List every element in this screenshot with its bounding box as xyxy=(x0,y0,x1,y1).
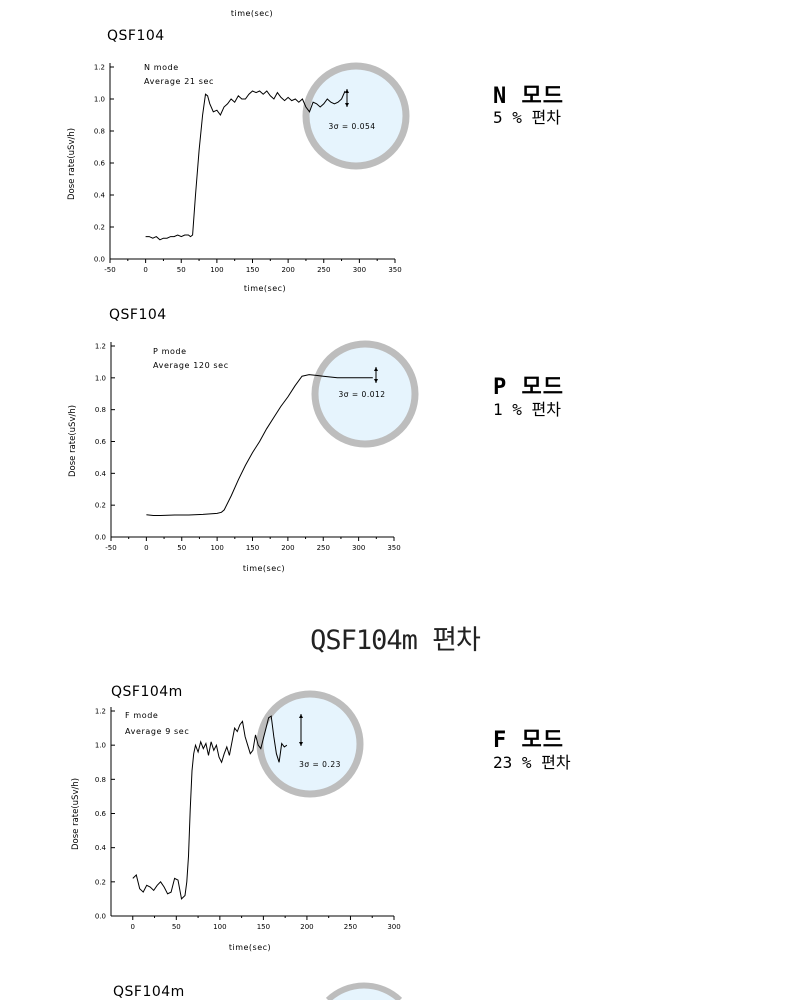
x-tick-label: 300 xyxy=(387,923,400,931)
x-tick-label: 50 xyxy=(177,544,186,552)
y-tick-label: 0.2 xyxy=(95,502,106,510)
y-tick-label: 1.0 xyxy=(95,742,106,750)
chart-title: QSF104m xyxy=(113,984,185,1000)
arrow-head-down xyxy=(345,103,349,107)
x-tick-label: 250 xyxy=(317,266,330,274)
y-tick-label: 0.0 xyxy=(95,534,106,542)
x-tick-label: 200 xyxy=(300,923,313,931)
section-title: QSF104m 편차 xyxy=(310,625,481,656)
x-tick-label: 0 xyxy=(131,923,135,931)
y-tick-label: 0.2 xyxy=(95,878,106,886)
annotation-average: Average 120 sec xyxy=(153,361,229,370)
sigma-label: 3σ = 0.054 xyxy=(328,122,375,131)
y-tick-label: 0.8 xyxy=(95,776,106,784)
chart-title: QSF104m xyxy=(111,684,183,700)
x-tick-label: 350 xyxy=(388,266,401,274)
magnifier-circle-partial xyxy=(325,982,403,1000)
x-tick-label: 50 xyxy=(172,923,181,931)
y-tick-label: 1.2 xyxy=(94,64,105,72)
arrow-head-up xyxy=(299,714,303,718)
y-tick-label: 0.6 xyxy=(95,810,107,818)
x-tick-label: 200 xyxy=(281,544,294,552)
series-line xyxy=(132,715,288,900)
y-tick-label: 0.4 xyxy=(95,470,107,478)
chart-partial: QSF104m xyxy=(113,982,403,1000)
y-tick-label: 0.8 xyxy=(95,406,106,414)
sigma-label: 3σ = 0.23 xyxy=(299,760,341,769)
y-axis-label: Dose rate(uSv/h) xyxy=(71,778,81,850)
x-tick-label: 350 xyxy=(387,544,400,552)
mode-label-n: N 모드 xyxy=(493,84,564,109)
sigma-label: 3σ = 0.012 xyxy=(338,390,385,399)
y-axis-label: Dose rate(uSv/h) xyxy=(68,405,78,477)
x-tick-label: 250 xyxy=(317,544,330,552)
y-tick-label: 1.0 xyxy=(95,374,106,382)
series-line xyxy=(145,90,346,241)
mode-label-p: P 모드 xyxy=(493,375,564,400)
arrow-head-up xyxy=(345,89,349,93)
x-axis-label: time(sec) xyxy=(244,284,286,293)
chart-p-mode: QSF104 P mode Average 120 sec Dose rate(… xyxy=(68,307,419,573)
y-tick-label: 0.2 xyxy=(94,224,105,232)
annotation-average: Average 9 sec xyxy=(125,727,189,736)
x-tick-label: 150 xyxy=(246,544,259,552)
x-tick-label: 150 xyxy=(257,923,270,931)
x-tick-label: 150 xyxy=(246,266,259,274)
magnifier-circle xyxy=(311,340,419,448)
x-axis-label: time(sec) xyxy=(229,943,271,952)
y-tick-label: 0.4 xyxy=(94,192,106,200)
deviation-label-f: 23 % 편차 xyxy=(493,753,571,772)
y-tick-label: 1.2 xyxy=(95,708,106,716)
y-tick-label: 0.6 xyxy=(95,438,107,446)
y-tick-label: 0.0 xyxy=(94,256,105,264)
arrow-head-down xyxy=(374,379,378,383)
x-tick-label: 50 xyxy=(177,266,186,274)
x-tick-label: 300 xyxy=(353,266,366,274)
magnifier-circle xyxy=(256,690,364,798)
y-tick-label: 0.6 xyxy=(94,160,106,168)
x-tick-label: 100 xyxy=(210,544,223,552)
y-tick-label: 0.8 xyxy=(94,128,105,136)
x-tick-label: 250 xyxy=(344,923,357,931)
arrow-head-up xyxy=(374,367,378,371)
x-tick-label: 100 xyxy=(210,266,223,274)
annotation-average: Average 21 sec xyxy=(144,77,214,86)
annotation-mode: F mode xyxy=(125,711,158,720)
y-tick-label: 1.0 xyxy=(94,96,105,104)
x-tick-label: 0 xyxy=(144,544,148,552)
chart-title: QSF104 xyxy=(109,307,167,323)
y-tick-label: 0.4 xyxy=(95,844,107,852)
x-tick-label: -50 xyxy=(105,544,116,552)
x-tick-label: 200 xyxy=(281,266,294,274)
x-axis-label: time(sec) xyxy=(243,564,285,573)
y-axis-label: Dose rate(uSv/h) xyxy=(67,128,77,200)
chart-f-mode: QSF104m F mode Average 9 sec Dose rate(u… xyxy=(71,684,401,952)
annotation-mode: P mode xyxy=(153,347,187,356)
y-tick-label: 1.2 xyxy=(95,343,106,351)
x-tick-label: -50 xyxy=(104,266,115,274)
chart-title: QSF104 xyxy=(107,28,165,44)
mode-label-f: F 모드 xyxy=(493,728,564,753)
magnifier-circle xyxy=(302,62,410,170)
chart-n-mode: QSF104 N mode Average 21 sec Dose rate(u… xyxy=(67,28,410,293)
x-tick-label: 100 xyxy=(213,923,226,931)
series-line xyxy=(146,374,373,516)
x-tick-label: 300 xyxy=(352,544,365,552)
deviation-label-p: 1 % 편차 xyxy=(493,400,561,419)
top-axis-label-fragment: time(sec) xyxy=(231,9,273,18)
y-tick-label: 0.0 xyxy=(95,913,106,921)
x-tick-label: 0 xyxy=(143,266,147,274)
annotation-mode: N mode xyxy=(144,63,179,72)
arrow-head-down xyxy=(299,742,303,746)
deviation-label-n: 5 % 편차 xyxy=(493,108,561,127)
